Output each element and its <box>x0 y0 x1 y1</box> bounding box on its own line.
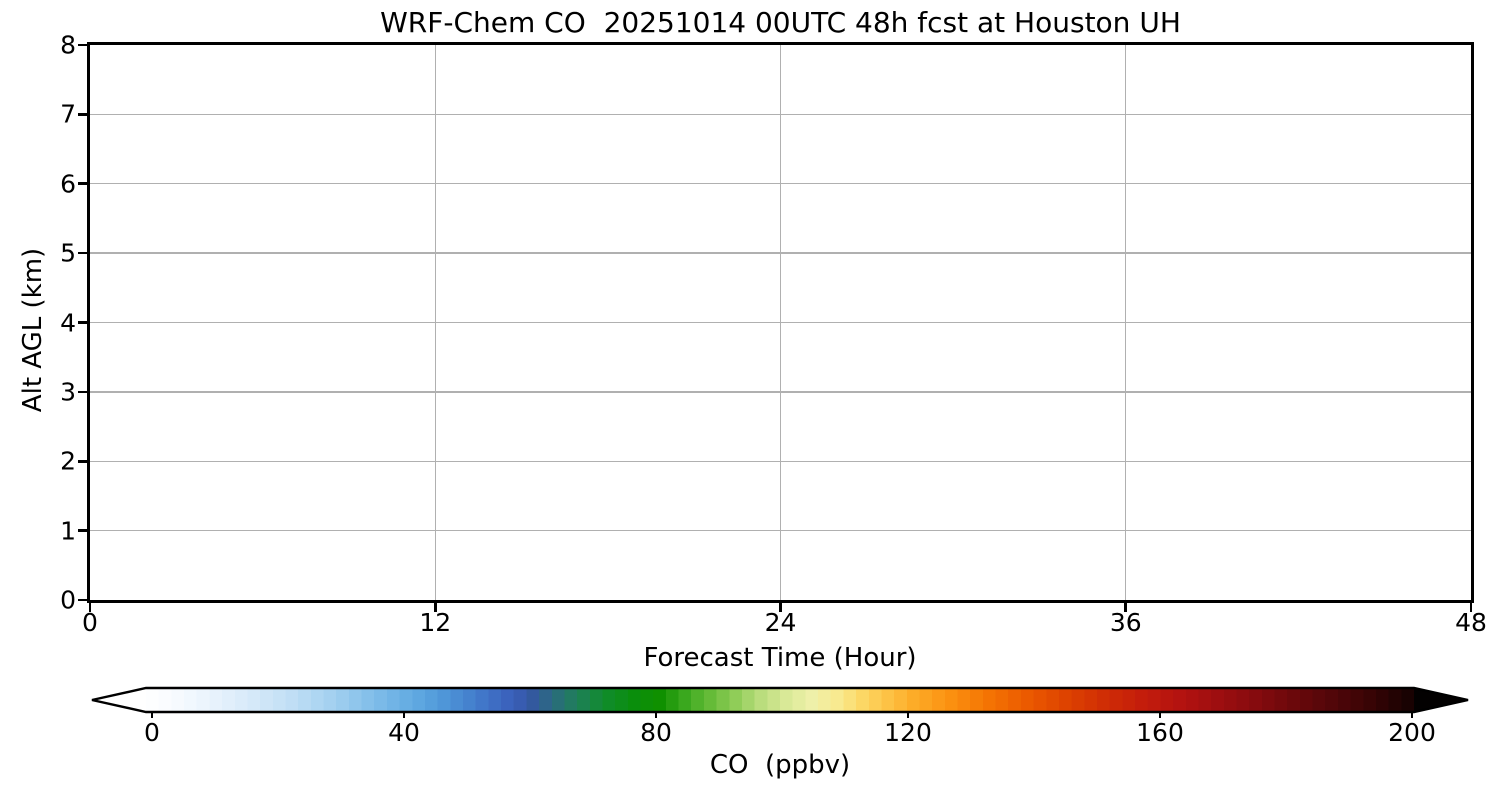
x-tick-mark <box>779 603 782 612</box>
x-tick-label: 48 <box>1455 608 1487 637</box>
colorbar-svg <box>91 686 1469 718</box>
grid-layer <box>90 45 1471 600</box>
x-axis-label: Forecast Time (Hour) <box>643 643 917 673</box>
y-tick-mark <box>78 251 87 255</box>
colorbar-tick-label: 0 <box>144 718 160 747</box>
y-tick-mark <box>78 113 87 116</box>
y-tick-mark <box>78 390 87 394</box>
y-tick-label: 8 <box>60 30 76 60</box>
colorbar-label: CO (ppbv) <box>709 750 851 780</box>
y-tick-mark <box>78 182 87 186</box>
y-tick-mark <box>78 43 87 47</box>
colorbar-over-arrow <box>1414 688 1468 712</box>
x-tick-mark <box>1469 603 1473 612</box>
colorbar-tick-label: 160 <box>1136 718 1184 747</box>
y-tick-label: 0 <box>60 585 76 615</box>
x-tick-mark <box>88 603 92 612</box>
colorbar <box>0 680 1500 725</box>
y-tick-label: 3 <box>60 377 76 407</box>
gridline-vertical <box>779 45 782 600</box>
x-tick-mark <box>433 603 437 612</box>
x-tick-label: 36 <box>1109 608 1142 637</box>
y-tick-mark <box>78 459 87 463</box>
colorbar-tick-label: 200 <box>1388 718 1436 747</box>
colorbar-gradient-bar <box>146 688 1414 712</box>
y-tick-label: 2 <box>60 446 76 476</box>
y-tick-label: 4 <box>60 308 76 337</box>
gridline-vertical <box>1125 45 1127 600</box>
y-tick-mark <box>78 529 87 532</box>
y-tick-label: 1 <box>60 516 76 546</box>
y-tick-label: 7 <box>60 99 76 129</box>
y-tick-mark <box>78 598 87 602</box>
y-tick-label: 6 <box>60 169 76 199</box>
y-tick-label: 5 <box>60 238 76 268</box>
x-tick-label: 24 <box>764 608 797 637</box>
colorbar-outline <box>91 686 1469 714</box>
gridline-vertical <box>434 45 436 600</box>
chart-title: WRF-Chem CO 20251014 00UTC 48h fcst at H… <box>380 6 1181 39</box>
colorbar-tick-label: 40 <box>388 718 420 747</box>
colorbar-under-arrow <box>92 688 146 712</box>
tick-layer <box>78 43 1473 612</box>
y-tick-mark <box>78 321 87 324</box>
x-tick-mark <box>1124 603 1128 612</box>
x-tick-label: 12 <box>419 608 452 637</box>
plot-area <box>78 42 1474 612</box>
colorbar-tick-label: 120 <box>884 718 932 747</box>
x-tick-label: 0 <box>82 608 98 637</box>
colorbar-tick-label: 80 <box>640 718 672 747</box>
